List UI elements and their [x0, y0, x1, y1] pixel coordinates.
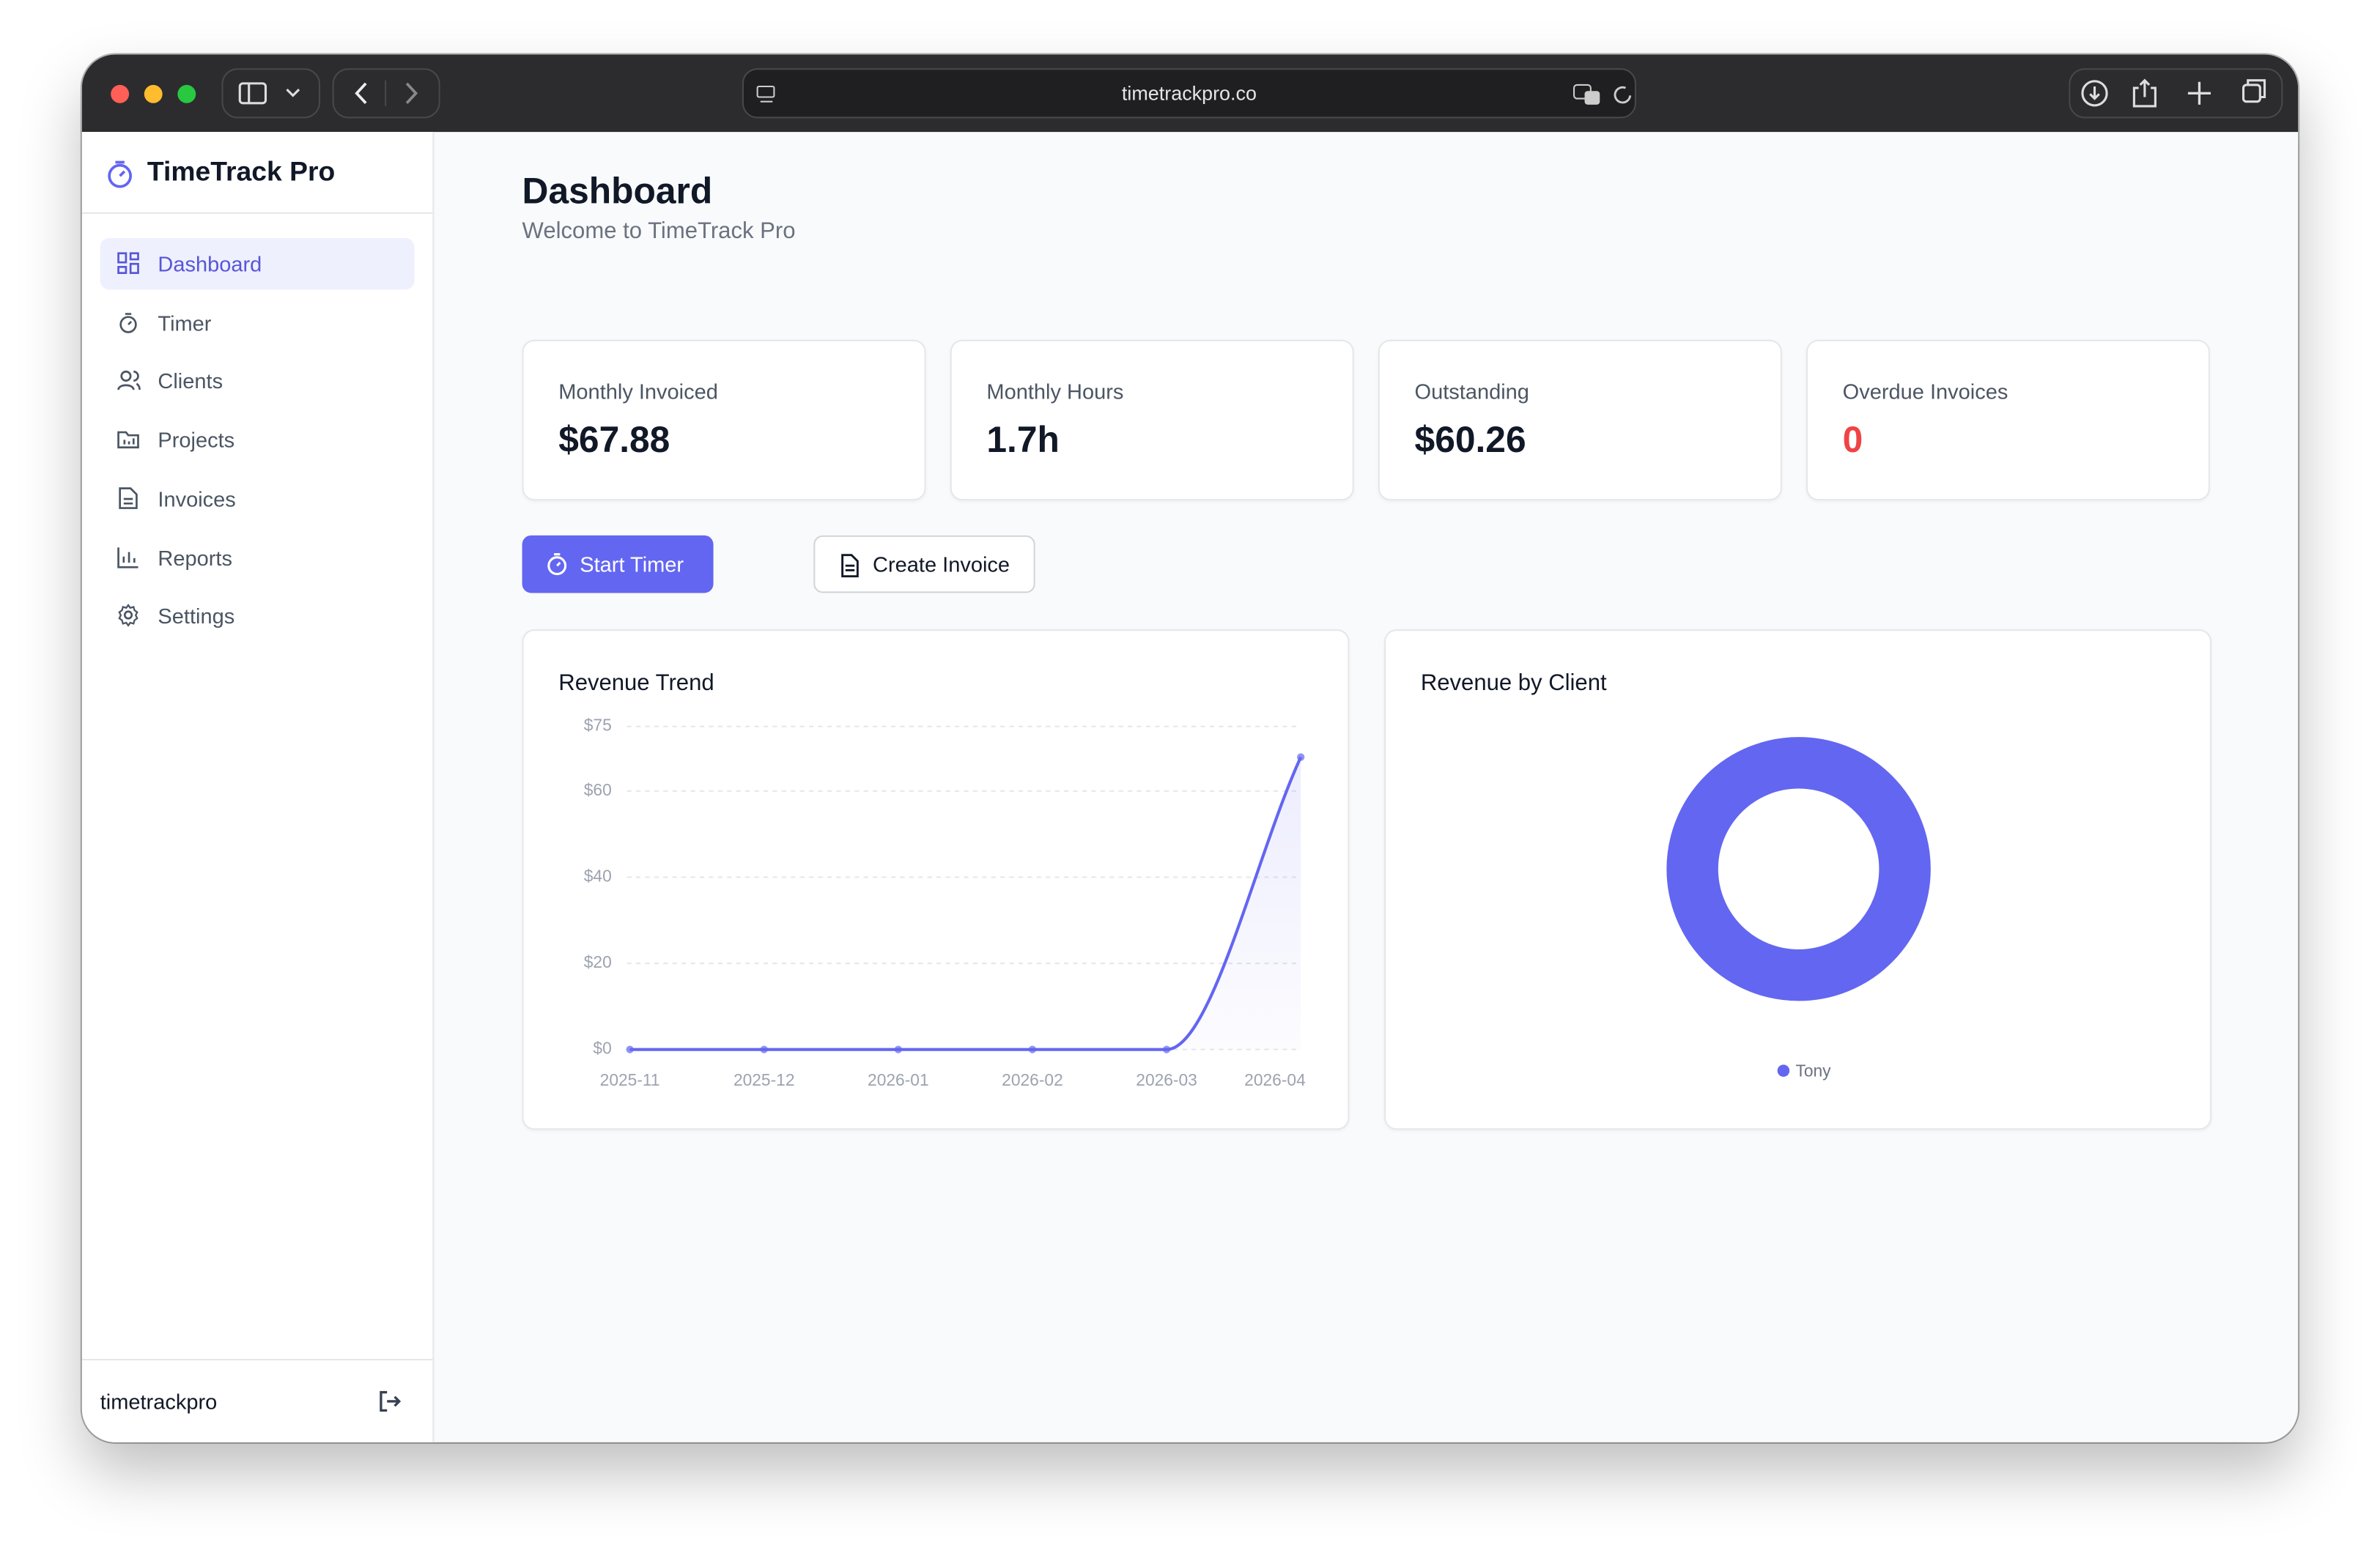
url-text: timetrackpro.co	[1121, 81, 1257, 105]
nav-label: Reports	[158, 545, 232, 570]
nav-icon	[117, 252, 139, 274]
nav-item[interactable]: Reports	[100, 532, 415, 583]
stat-value: 1.7h	[986, 420, 1060, 462]
point	[760, 1045, 768, 1053]
brand-icon	[108, 160, 133, 188]
nav-label: Projects	[158, 428, 235, 453]
nav-label: Invoices	[158, 486, 236, 511]
legend-swatch	[1777, 1064, 1790, 1077]
line-chart: Revenue Trend $0 $20 $40 $60 $75 2025-11 2025-…	[558, 670, 1306, 1089]
donut-slice	[1666, 737, 1931, 1001]
stat-card: Overdue Invoices 0	[1806, 339, 2210, 501]
area	[629, 757, 1301, 1050]
y-tick-label: $60	[584, 780, 612, 799]
stat-label: Outstanding	[1414, 379, 1529, 404]
nav-icon	[118, 604, 138, 628]
nav-label: Dashboard	[158, 251, 262, 276]
user-name: timetrackpro	[100, 1389, 218, 1414]
stat-card: Monthly Hours 1.7h	[950, 339, 1354, 501]
y-tick-label: $20	[584, 952, 612, 971]
nav-icon	[117, 546, 138, 568]
address-bar[interactable]: timetrackpro.co	[742, 68, 1636, 119]
divider	[81, 1358, 433, 1361]
stat-label: Monthly Invoiced	[558, 379, 718, 404]
page-title: Dashboard	[522, 171, 713, 212]
main-content: Dashboard Welcome to TimeTrack Pro Month…	[432, 132, 2298, 1442]
y-tick-label: $0	[593, 1039, 611, 1058]
nav-label: Timer	[158, 310, 212, 335]
close-button[interactable]	[111, 84, 130, 103]
page-subtitle: Welcome to TimeTrack Pro	[522, 218, 796, 245]
nav-item[interactable]: Projects	[100, 414, 415, 465]
timer-icon	[547, 553, 567, 576]
point	[1028, 1045, 1037, 1053]
start-timer-button[interactable]: Start Timer	[522, 535, 714, 593]
y-tick-label: $75	[584, 716, 612, 735]
invoice-icon	[841, 554, 859, 578]
x-tick-label: 2026-04	[1244, 1070, 1306, 1089]
x-tick-label: 2026-02	[1002, 1070, 1063, 1089]
page-icon	[756, 85, 775, 103]
chart-title: Revenue by Client	[1421, 670, 1607, 695]
x-tick-label: 2025-12	[733, 1070, 795, 1089]
legend-label: Tony	[1795, 1061, 1831, 1081]
button-label: Start Timer	[580, 552, 684, 577]
revenue-trend-card: Revenue Trend $0 $20 $40 $60 $75 2025-11 2025-…	[522, 629, 1350, 1130]
nav-item[interactable]: Clients	[100, 355, 415, 407]
chart-title: Revenue Trend	[558, 670, 714, 695]
stat-label: Monthly Hours	[986, 379, 1124, 404]
nav-icon	[119, 312, 137, 333]
button-label: Create Invoice	[873, 552, 1010, 577]
x-tick-label: 2026-03	[1136, 1070, 1197, 1089]
nav-icon	[119, 486, 138, 509]
zoom-button[interactable]	[177, 84, 196, 103]
stat-label: Overdue Invoices	[1842, 379, 2008, 404]
donut-chart: Revenue by Client Tony	[1421, 670, 1931, 1081]
divider	[81, 212, 433, 214]
toolbar-controls[interactable]	[221, 68, 440, 119]
logout-icon[interactable]	[378, 1389, 402, 1413]
stat-card: Outstanding $60.26	[1378, 339, 1782, 501]
nav-label: Settings	[158, 604, 235, 629]
nav-icon	[117, 371, 141, 391]
y-tick-label: $40	[584, 866, 612, 885]
point	[626, 1045, 634, 1053]
url-actions[interactable]	[1572, 82, 1633, 106]
stat-value: $67.88	[558, 420, 670, 462]
stat-value: 0	[1842, 420, 1863, 462]
brand-name: TimeTrack Pro	[147, 156, 336, 187]
point	[894, 1045, 903, 1053]
x-tick-label: 2025-11	[600, 1070, 660, 1089]
stat-card: Monthly Invoiced $67.88	[522, 339, 926, 501]
nav-item[interactable]: Timer	[100, 297, 415, 348]
x-tick-label: 2026-01	[868, 1070, 929, 1089]
nav-item[interactable]: Settings	[100, 590, 415, 642]
browser-window: timetrackpro.co TimeTrack Pro Dashboard T…	[81, 54, 2299, 1442]
create-invoice-button[interactable]: Create Invoice	[813, 535, 1035, 593]
nav-icon	[117, 431, 139, 449]
nav-item[interactable]: Invoices	[100, 473, 415, 525]
point	[1162, 1045, 1171, 1053]
browser-toolbar: timetrackpro.co	[81, 54, 2299, 133]
sidebar: TimeTrack Pro Dashboard Timer Clients Proje…	[81, 132, 435, 1442]
line	[629, 756, 1303, 1051]
nav-item[interactable]: Dashboard	[100, 238, 415, 290]
revenue-client-card: Revenue by Client Tony	[1384, 629, 2212, 1130]
stat-value: $60.26	[1414, 420, 1526, 462]
minimize-button[interactable]	[144, 84, 163, 103]
nav-label: Clients	[158, 368, 223, 394]
toolbar-actions[interactable]	[2069, 68, 2284, 119]
point	[1297, 753, 1305, 761]
